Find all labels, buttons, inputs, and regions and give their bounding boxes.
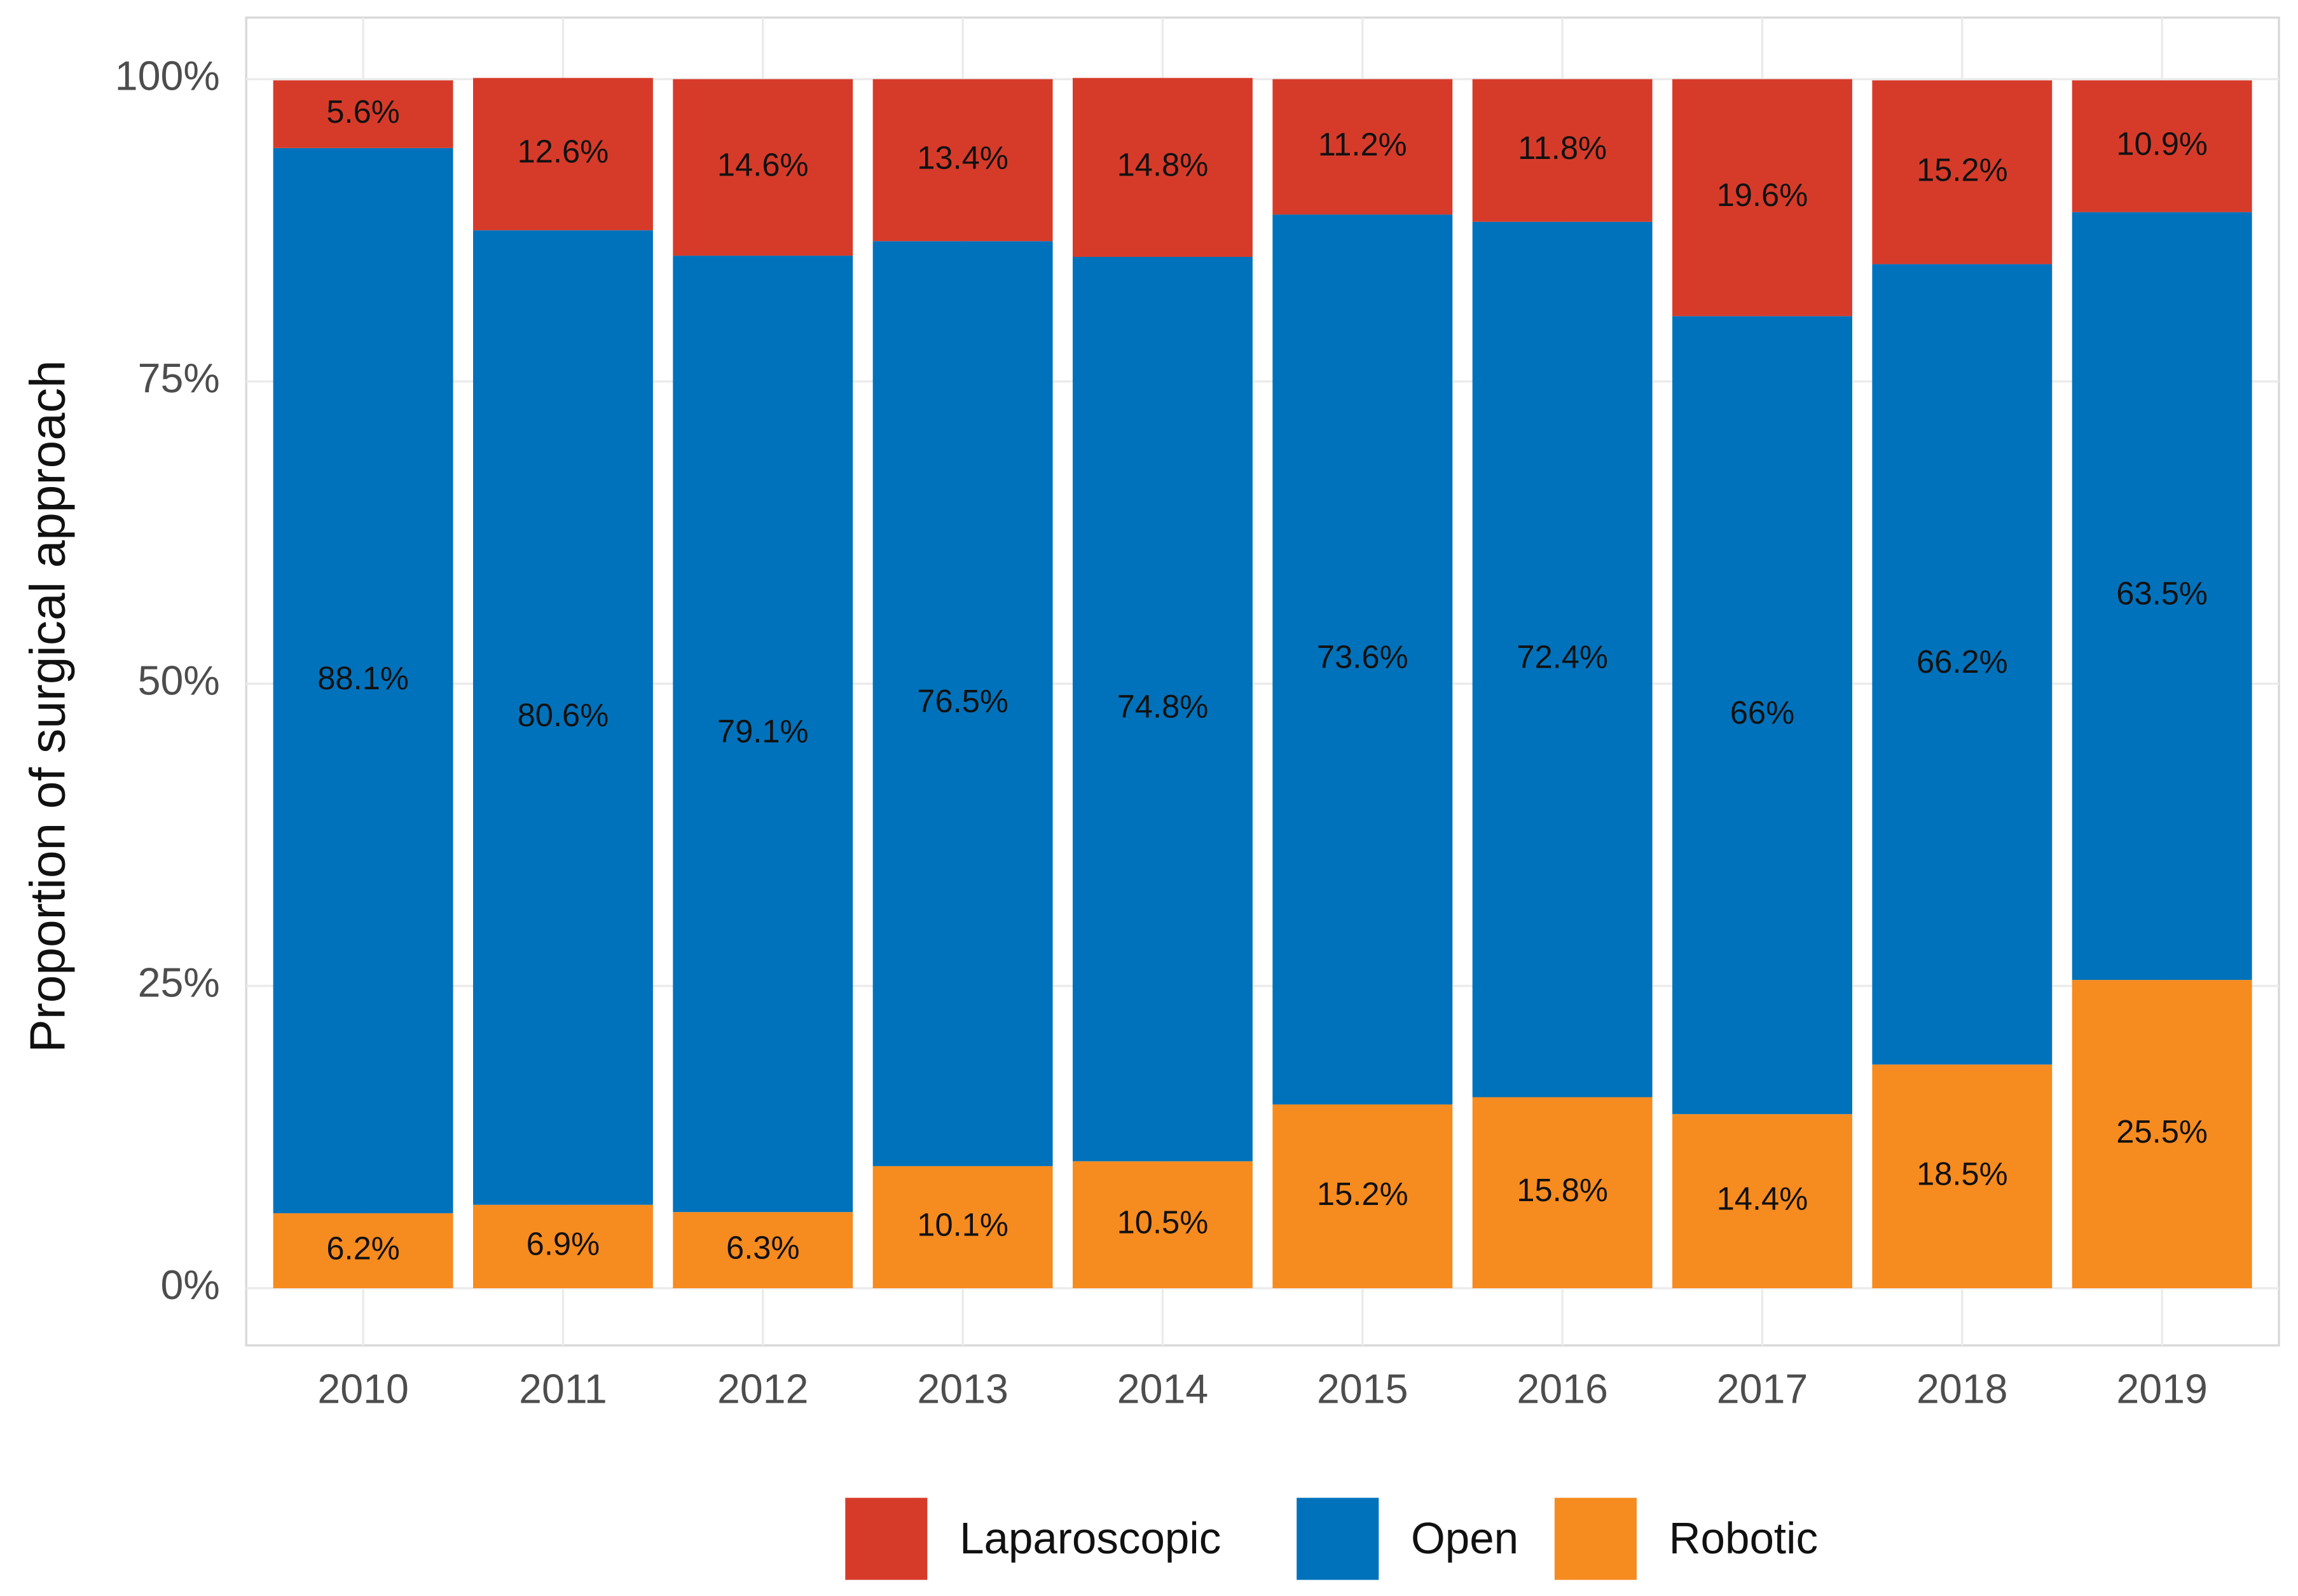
- value-label: 10.1%: [917, 1206, 1008, 1242]
- bar-segment: [2072, 980, 2252, 1288]
- bar-segment: [673, 256, 853, 1213]
- bar-segment: [872, 1166, 1053, 1288]
- value-label: 14.8%: [1117, 147, 1209, 183]
- bar-segment: [1472, 1097, 1653, 1288]
- value-label: 6.9%: [526, 1226, 600, 1262]
- value-label: 11.8%: [1518, 130, 1607, 166]
- legend-swatch: [1554, 1497, 1637, 1580]
- bar-segment: [1672, 316, 1852, 1115]
- legend-label: Laparoscopic: [960, 1513, 1221, 1563]
- value-label: 72.4%: [1517, 639, 1608, 675]
- value-label: 14.4%: [1717, 1180, 1808, 1216]
- bar-segment: [1672, 79, 1852, 317]
- bar-segment: [1672, 1114, 1852, 1288]
- y-tick-label: 0%: [160, 1262, 219, 1308]
- y-tick-label: 50%: [138, 657, 220, 703]
- y-tick-label: 25%: [138, 960, 220, 1006]
- bar-segment: [472, 78, 653, 231]
- bar-segment: [472, 1204, 653, 1288]
- bar-segment: [1073, 78, 1253, 257]
- bar-segment: [273, 1213, 453, 1288]
- bar-segment: [872, 79, 1053, 242]
- bar-segment: [673, 79, 853, 256]
- bar-segment: [2072, 80, 2252, 212]
- value-label: 18.5%: [1916, 1155, 2008, 1192]
- y-axis-title: Proportion of surgical approach: [19, 360, 75, 1052]
- x-tick-label: 2011: [519, 1366, 607, 1412]
- bar-segment: [1272, 1104, 1453, 1288]
- value-label: 12.6%: [518, 134, 609, 170]
- value-label: 11.2%: [1318, 126, 1407, 162]
- y-tick-label: 100%: [115, 53, 220, 99]
- value-label: 6.2%: [326, 1230, 400, 1266]
- value-label: 66.2%: [1916, 643, 2008, 680]
- value-label: 15.8%: [1517, 1172, 1608, 1208]
- value-label: 80.6%: [518, 697, 609, 733]
- legend-label: Open: [1411, 1513, 1518, 1563]
- bar-segment: [1872, 1064, 2053, 1288]
- bar-segment: [273, 148, 453, 1214]
- bar-segment: [1073, 256, 1253, 1162]
- x-tick-label: 2014: [1117, 1366, 1209, 1412]
- x-tick-label: 2017: [1717, 1366, 1808, 1412]
- value-label: 14.6%: [717, 147, 809, 183]
- bar-segment: [1472, 221, 1653, 1097]
- bar-segment: [1872, 264, 2053, 1065]
- value-label: 66%: [1730, 694, 1794, 731]
- bar-segment: [1073, 1161, 1253, 1288]
- value-label: 6.3%: [726, 1229, 800, 1265]
- x-tick-label: 2013: [917, 1366, 1008, 1412]
- bar-segment: [872, 241, 1053, 1166]
- value-label: 15.2%: [1916, 151, 2008, 188]
- bar-segment: [1272, 79, 1453, 215]
- bar-segment: [1272, 214, 1453, 1104]
- value-label: 79.1%: [717, 713, 809, 750]
- value-label: 88.1%: [317, 660, 409, 696]
- x-tick-label: 2015: [1317, 1366, 1408, 1412]
- x-tick-label: 2016: [1517, 1366, 1608, 1412]
- legend-swatch: [845, 1497, 928, 1580]
- legend-label: Robotic: [1669, 1513, 1818, 1563]
- value-label: 13.4%: [917, 139, 1008, 175]
- value-label: 10.5%: [1117, 1204, 1209, 1241]
- x-tick-label: 2012: [717, 1366, 809, 1412]
- bar-segment: [1872, 80, 2053, 265]
- bar-segment: [2072, 212, 2252, 980]
- value-label: 74.8%: [1117, 689, 1209, 725]
- value-label: 25.5%: [2116, 1113, 2208, 1150]
- value-label: 10.9%: [2116, 125, 2208, 162]
- legend-swatch: [1297, 1497, 1379, 1580]
- x-tick-label: 2018: [1916, 1366, 2008, 1412]
- value-label: 15.2%: [1317, 1176, 1408, 1212]
- bar-segment: [673, 1212, 853, 1288]
- bar-segment: [273, 80, 453, 148]
- value-label: 5.6%: [326, 93, 400, 130]
- y-tick-label: 75%: [138, 355, 220, 401]
- x-tick-label: 2010: [317, 1366, 409, 1412]
- x-tick-label: 2019: [2116, 1366, 2208, 1412]
- value-label: 63.5%: [2116, 575, 2208, 612]
- value-label: 73.6%: [1317, 639, 1408, 675]
- bar-segment: [1472, 79, 1653, 222]
- value-label: 76.5%: [917, 683, 1008, 719]
- bar-segment: [472, 230, 653, 1205]
- value-label: 19.6%: [1717, 177, 1808, 213]
